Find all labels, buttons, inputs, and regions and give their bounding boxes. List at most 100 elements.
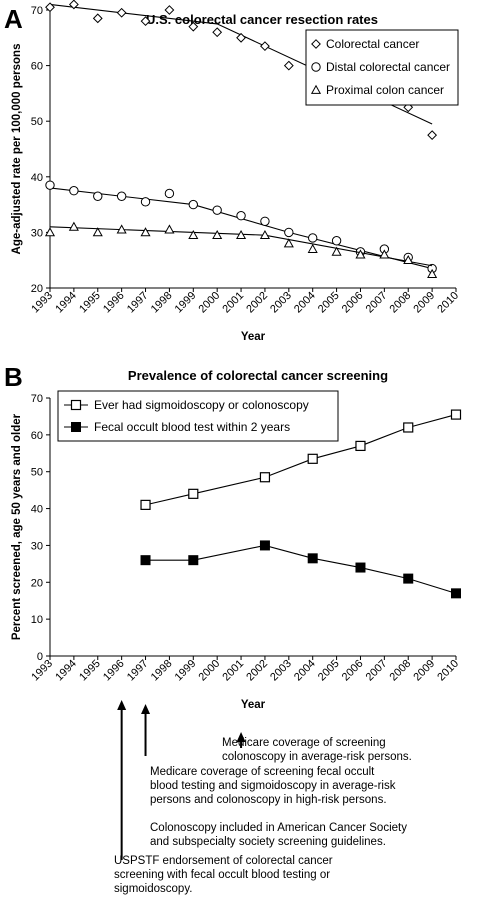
- data-point: [355, 249, 366, 259]
- legend-label: Colorectal cancer: [326, 37, 419, 51]
- legend: Colorectal cancer Distal colorectal cance…: [305, 29, 459, 106]
- data-point: [451, 588, 461, 599]
- x-tick-label: 2000: [196, 658, 222, 684]
- data-point: [116, 7, 127, 18]
- data-point: [308, 233, 318, 243]
- annotation-text: screening with fecal occult blood testin…: [114, 869, 330, 881]
- y-tick-label: 20: [31, 283, 43, 295]
- x-tick-label: 2004: [292, 290, 318, 316]
- legend-label: Distal colorectal cancer: [326, 60, 450, 74]
- x-tick-label: 1996: [101, 658, 127, 684]
- x-tick-label: 1997: [125, 290, 151, 316]
- x-tick-label: 2009: [411, 290, 437, 316]
- data-point: [164, 188, 175, 199]
- x-axis-label: Year: [241, 699, 266, 711]
- x-tick-label: 1995: [77, 290, 103, 316]
- x-tick-label: 2007: [364, 658, 390, 684]
- x-tick-label: 1996: [101, 290, 127, 316]
- data-point: [331, 236, 342, 246]
- panel-letter: A: [4, 4, 23, 34]
- y-tick-label: 60: [31, 430, 43, 442]
- annotation-text: Medicare coverage of screening fecal occ…: [150, 766, 375, 778]
- y-tick-label: 50: [31, 116, 43, 128]
- x-tick-label: 1994: [53, 290, 79, 316]
- data-point: [116, 191, 127, 201]
- x-tick-label: 1999: [173, 290, 199, 316]
- x-tick-label: 2005: [316, 290, 342, 316]
- legend-marker: [310, 84, 322, 94]
- data-point: [307, 243, 318, 253]
- data-point: [212, 229, 223, 240]
- x-tick-label: 1999: [173, 658, 199, 684]
- x-tick-label: 1998: [149, 658, 175, 684]
- legend-marker: [311, 39, 321, 49]
- panel-letter: B: [4, 362, 23, 392]
- annotation-text: Medicare coverage of screening: [222, 737, 386, 749]
- data-point: [188, 488, 199, 499]
- x-tick-label: 1998: [149, 290, 175, 316]
- data-point: [140, 227, 151, 237]
- data-point: [140, 499, 151, 510]
- data-point: [188, 21, 199, 32]
- y-tick-label: 30: [31, 540, 43, 552]
- data-point: [355, 440, 366, 452]
- data-point: [307, 553, 318, 564]
- data-point: [188, 199, 198, 210]
- y-tick-label: 20: [31, 577, 43, 589]
- y-tick-label: 70: [31, 393, 43, 405]
- trend-line: [49, 187, 433, 270]
- legend-box: [305, 29, 459, 106]
- data-point: [427, 268, 438, 278]
- annotation-arrow-head: [236, 732, 246, 742]
- data-point: [164, 5, 175, 15]
- y-tick-label: 70: [31, 5, 43, 17]
- data-point: [116, 224, 127, 234]
- data-point: [212, 205, 222, 215]
- legend-marker: [311, 62, 321, 72]
- data-point: [236, 229, 247, 240]
- y-tick-label: 30: [31, 227, 43, 239]
- annotation-text: USPSTF endorsement of colorectal cancer: [114, 855, 333, 867]
- data-point: [44, 227, 56, 237]
- data-point: [140, 16, 151, 27]
- legend-marker: [70, 399, 82, 411]
- data-point: [283, 238, 294, 248]
- legend-label: Proximal colon cancer: [326, 83, 444, 97]
- data-point: [45, 2, 55, 13]
- x-tick-label: 1994: [53, 658, 79, 684]
- data-point: [164, 224, 175, 234]
- data-point: [188, 229, 199, 240]
- x-tick-label: 2001: [220, 658, 246, 684]
- data-point: [379, 249, 390, 259]
- x-tick-label: 1997: [125, 658, 151, 684]
- x-tick-label: 2007: [364, 290, 390, 316]
- x-tick-label: 2008: [388, 290, 414, 316]
- x-tick-label: 2010: [435, 290, 461, 316]
- series-triangle: [44, 221, 438, 278]
- data-point: [236, 211, 246, 221]
- x-tick-label: 2003: [268, 290, 294, 316]
- annotation-text: persons and colonoscopy in high-risk per…: [150, 794, 387, 806]
- data-point: [140, 197, 151, 207]
- data-point: [92, 227, 103, 237]
- legend-marker: [71, 422, 81, 432]
- data-point: [355, 562, 366, 573]
- data-point: [236, 32, 246, 43]
- annotation-arrow-head: [141, 704, 151, 714]
- x-tick-label: 2006: [340, 658, 366, 684]
- data-point: [259, 540, 270, 551]
- data-point: [260, 41, 270, 52]
- data-point: [188, 555, 199, 566]
- legend-label: Fecal occult blood test within 2 years: [94, 420, 290, 434]
- data-point: [212, 27, 223, 38]
- x-tick-label: 2001: [220, 290, 246, 316]
- y-tick-label: 60: [31, 61, 43, 73]
- data-point: [68, 0, 79, 10]
- data-point: [403, 254, 414, 265]
- data-point: [331, 246, 342, 256]
- legend-box: [57, 390, 339, 442]
- y-tick-label: 50: [31, 467, 43, 479]
- data-point: [403, 573, 414, 584]
- annotation-text: colonoscopy in average-risk persons.: [222, 751, 412, 763]
